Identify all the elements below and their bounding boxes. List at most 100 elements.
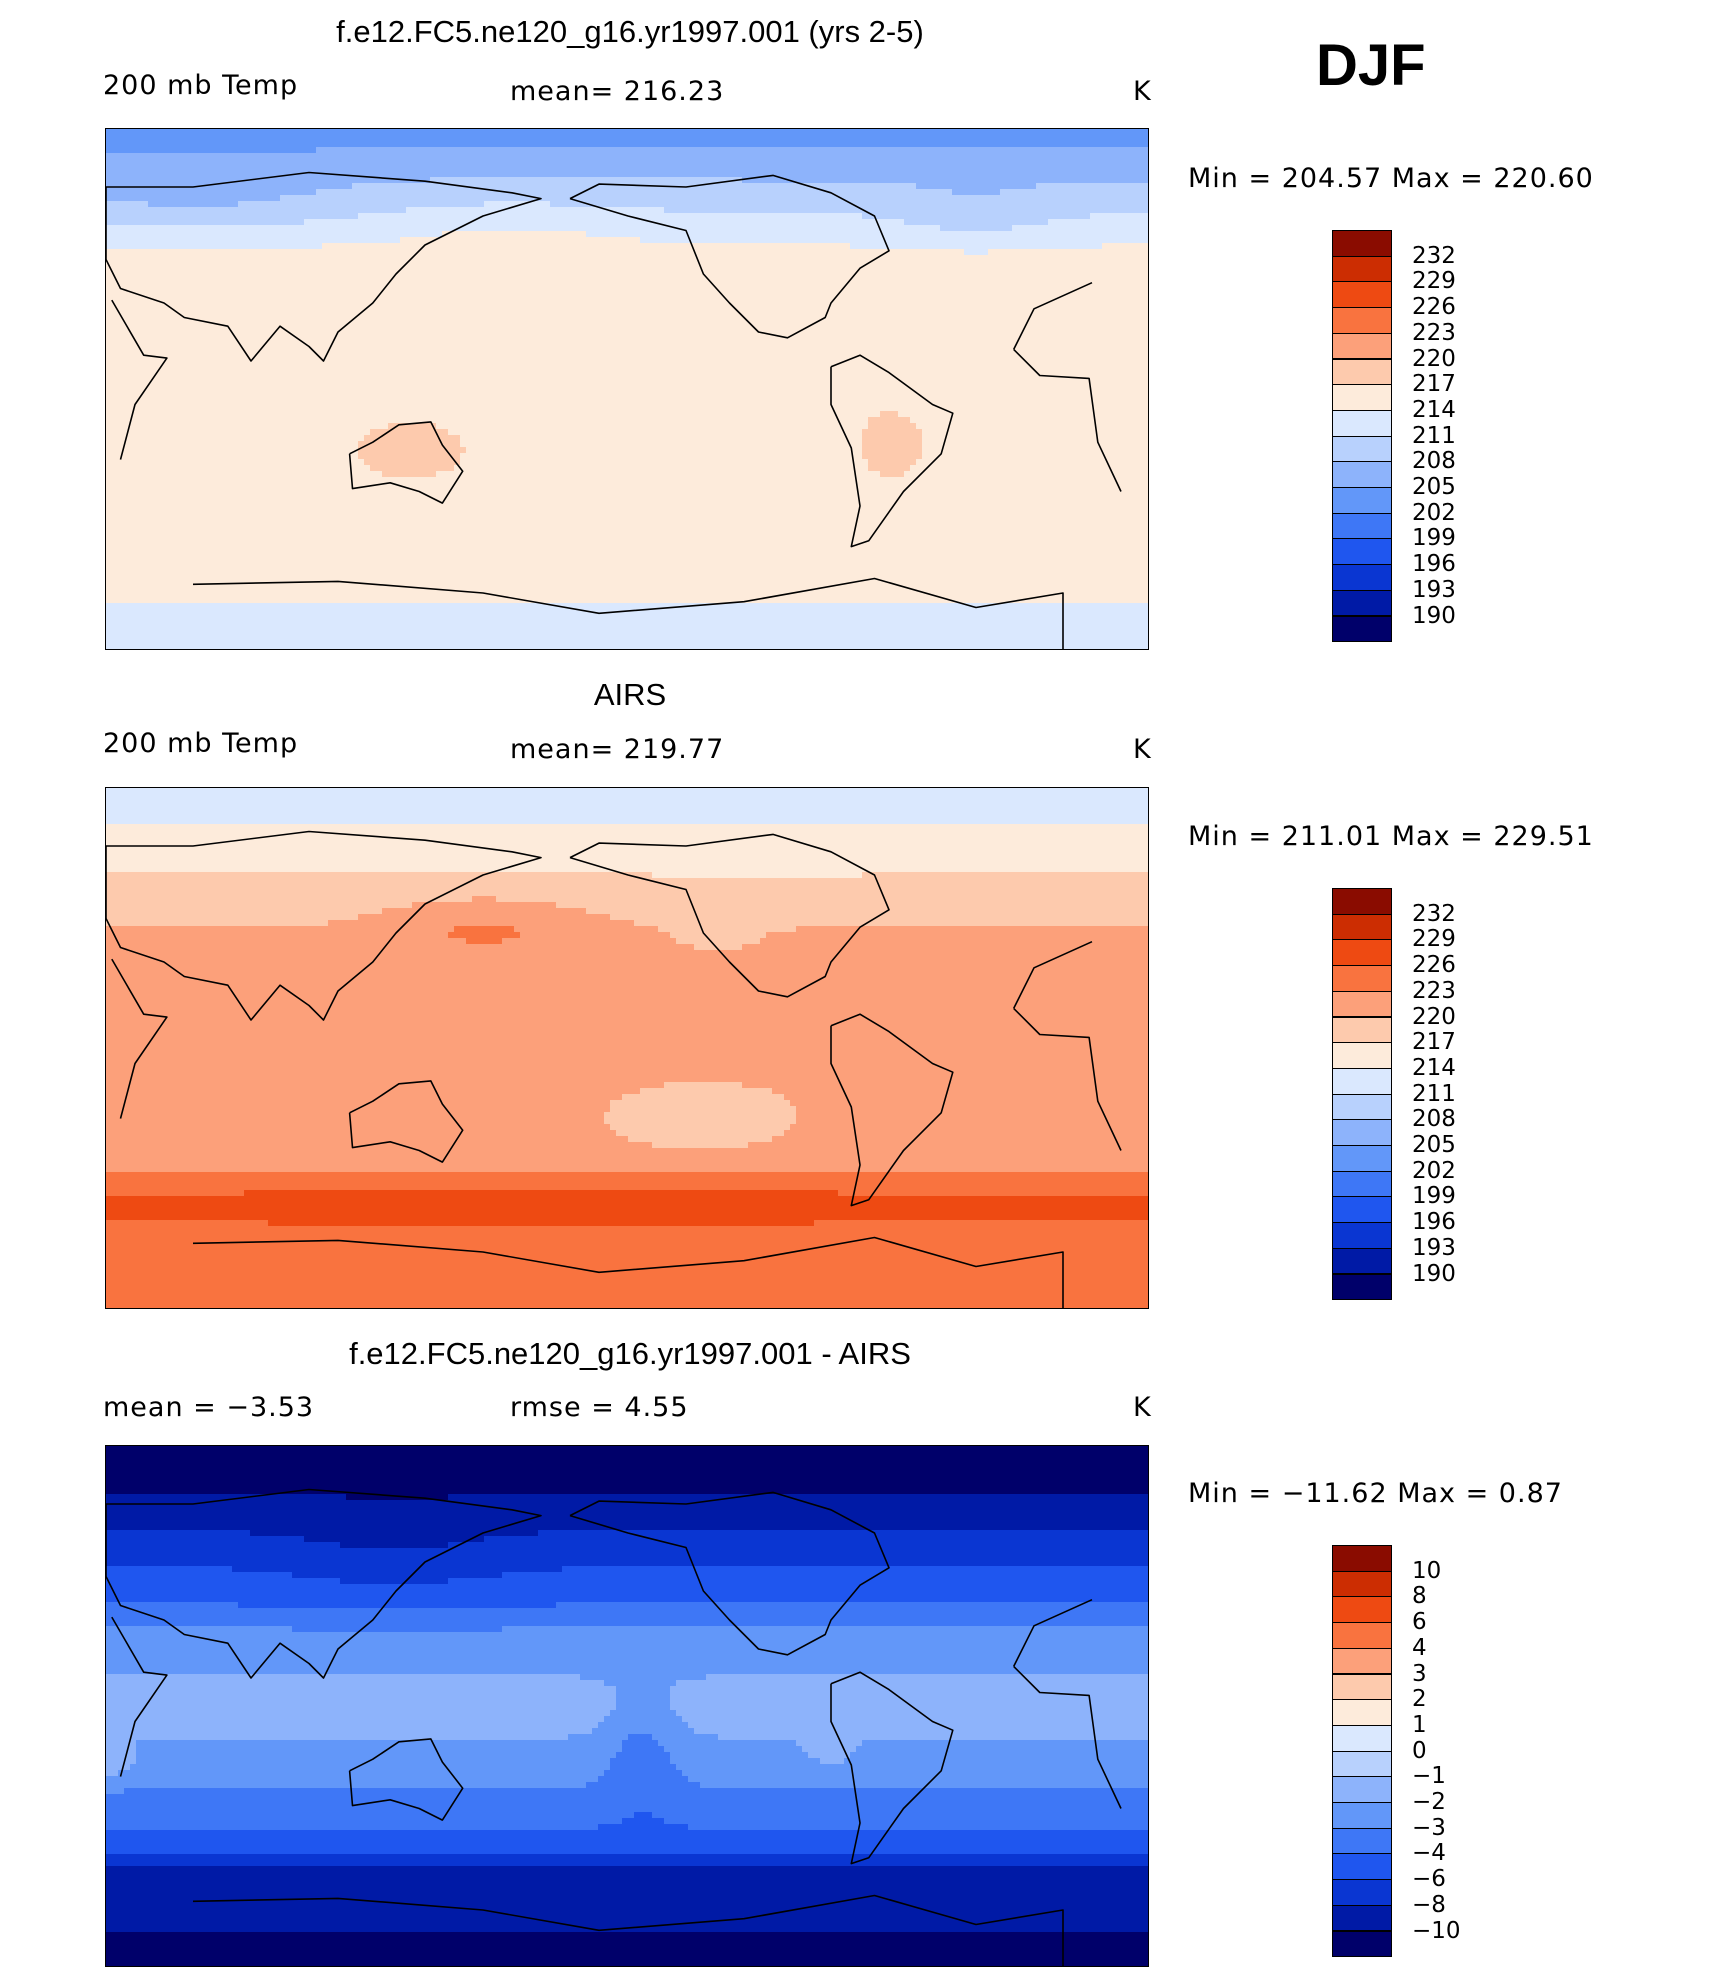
colorbar-tick-label: 211: [1412, 424, 1456, 448]
colorbar-tick-label: 202: [1412, 1159, 1456, 1183]
colorbar-tick-label: 217: [1412, 373, 1456, 396]
colorbar-tick-label: 0: [1412, 1739, 1427, 1763]
colorbar-cell: [1332, 1776, 1392, 1803]
colorbar-tick-label: 199: [1412, 1185, 1456, 1208]
colorbar-cell: [1332, 913, 1392, 941]
colorbar-cell: [1332, 965, 1392, 992]
colorbar-cell: [1332, 990, 1392, 1018]
panel-left-label: 200 mb Temp: [103, 70, 298, 101]
colorbar-tick-label: 220: [1412, 347, 1456, 371]
colorbar-tick-label: 211: [1412, 1082, 1456, 1106]
colorbar-tick-label: 217: [1412, 1031, 1456, 1054]
colorbar-cell: [1332, 538, 1392, 566]
colorbar-tick-label: 4: [1412, 1636, 1427, 1660]
panel-units: K: [1133, 1392, 1152, 1423]
colorbar-cell: [1332, 307, 1392, 334]
colorbar-tick-label: 3: [1412, 1662, 1427, 1686]
colorbar-tick-label: 214: [1412, 398, 1456, 422]
colorbar-tick-label: 2: [1412, 1688, 1427, 1711]
coastline: [192, 1236, 1064, 1308]
colorbar-cell: [1332, 1119, 1392, 1146]
colorbar-tick-label: −1: [1412, 1765, 1446, 1788]
colorbar-cell: [1332, 1647, 1392, 1675]
colorbar-tick-label: 226: [1412, 954, 1456, 977]
colorbar-tick-label: 1: [1412, 1713, 1427, 1737]
colorbar-tick-label: 10: [1412, 1559, 1441, 1583]
colorbar-tick-label: −6: [1412, 1868, 1446, 1891]
colorbar-tick-label: −8: [1412, 1893, 1446, 1917]
colorbar-tick-label: 190: [1412, 1262, 1456, 1286]
colorbar-cell: [1332, 1273, 1392, 1301]
panel-units: K: [1133, 734, 1152, 765]
colorbar-tick-label: 6: [1412, 1611, 1427, 1634]
panel-left-label: 200 mb Temp: [103, 728, 298, 759]
colorbar-cell: [1332, 487, 1392, 514]
map-panel: [105, 1445, 1149, 1967]
coastline: [569, 174, 890, 339]
coastline: [569, 1491, 890, 1656]
colorbar-cell: [1332, 1196, 1392, 1224]
colorbar-tick-label: 196: [1412, 553, 1456, 576]
colorbar-cell: [1332, 888, 1392, 915]
colorbar-tick-label: 208: [1412, 1108, 1456, 1131]
minmax-label: Min = 204.57 Max = 220.60: [1188, 163, 1594, 194]
colorbar-cell: [1332, 384, 1392, 411]
colorbar-tick-label: 226: [1412, 296, 1456, 319]
colorbar-cell: [1332, 1853, 1392, 1881]
coastline: [348, 421, 464, 504]
coastline: [106, 171, 542, 362]
colorbar-tick-label: 199: [1412, 527, 1456, 550]
coastline: [106, 1488, 542, 1679]
panel-center-label: mean= 216.23: [510, 76, 724, 107]
coastline: [569, 833, 890, 998]
coastline: [192, 1894, 1064, 1966]
colorbar-cell: [1332, 358, 1392, 386]
colorbar-tick-label: 208: [1412, 450, 1456, 473]
temperature-map: [106, 788, 1148, 1308]
colorbar-cell: [1332, 1570, 1392, 1598]
panel-units: K: [1133, 76, 1152, 107]
colorbar-cell: [1332, 939, 1392, 967]
coastline: [830, 1013, 954, 1207]
coastline: [111, 281, 1122, 492]
coastline: [111, 940, 1122, 1151]
difference-map: [106, 1446, 1148, 1966]
panel-center-label: rmse = 4.55: [510, 1392, 689, 1423]
colorbar-cell: [1332, 1093, 1392, 1121]
panel-title: AIRS: [105, 677, 1155, 713]
colorbar-cell: [1332, 1879, 1392, 1906]
colorbar-tick-label: 8: [1412, 1585, 1427, 1608]
colorbar-cell: [1332, 1170, 1392, 1198]
colorbar-tick-label: 232: [1412, 902, 1456, 926]
coastline: [830, 354, 954, 548]
colorbar-tick-label: −10: [1412, 1919, 1461, 1943]
colorbar-cell: [1332, 1673, 1392, 1701]
colorbar-cell: [1332, 230, 1392, 257]
colorbar-cell: [1332, 461, 1392, 488]
colorbar-cell: [1332, 1545, 1392, 1572]
panel-center-label: mean= 219.77: [510, 734, 724, 765]
colorbar-cell: [1332, 1016, 1392, 1044]
colorbar-tick-label: −2: [1412, 1791, 1446, 1814]
colorbar-tick-label: 196: [1412, 1211, 1456, 1234]
season-label: DJF: [1316, 32, 1426, 99]
colorbar-cell: [1332, 589, 1392, 617]
coastline: [348, 1080, 464, 1163]
colorbar-cell: [1332, 615, 1392, 643]
minmax-label: Min = 211.01 Max = 229.51: [1188, 821, 1594, 852]
panel-title: f.e12.FC5.ne120_g16.yr1997.001 - AIRS: [105, 1336, 1155, 1372]
colorbar-tick-label: 193: [1412, 1236, 1456, 1260]
colorbar-tick-label: −4: [1412, 1842, 1446, 1865]
colorbar-cell: [1332, 1067, 1392, 1095]
colorbar-tick-label: 190: [1412, 604, 1456, 628]
coastline: [106, 830, 542, 1021]
colorbar-cell: [1332, 1802, 1392, 1829]
colorbar-cell: [1332, 332, 1392, 360]
temperature-map: [106, 129, 1148, 649]
panel-title: f.e12.FC5.ne120_g16.yr1997.001 (yrs 2-5): [105, 14, 1155, 50]
colorbar-tick-label: 229: [1412, 270, 1456, 293]
colorbar-cell: [1332, 1222, 1392, 1249]
minmax-label: Min = −11.62 Max = 0.87: [1188, 1478, 1563, 1509]
colorbar-cell: [1332, 1042, 1392, 1069]
coastline: [192, 577, 1064, 649]
